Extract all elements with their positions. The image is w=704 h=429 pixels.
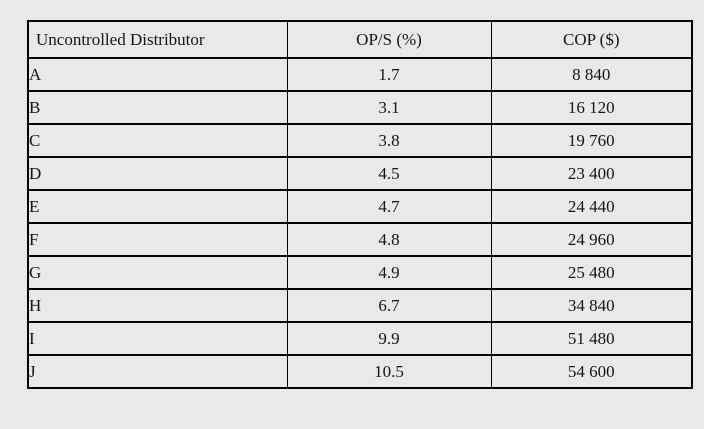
cell-cop: 51 480	[490, 321, 693, 356]
table-row: E 4.7 24 440	[27, 189, 693, 224]
cell-distributor: H	[27, 288, 288, 323]
cell-ops-percent: 4.9	[286, 255, 492, 290]
cell-ops-percent: 3.8	[286, 123, 492, 158]
cell-distributor: E	[27, 189, 288, 224]
cell-cop: 24 960	[490, 222, 693, 257]
cell-ops-percent: 4.5	[286, 156, 492, 191]
cell-distributor: B	[27, 90, 288, 125]
table-header-row: Uncontrolled Distributor OP/S (%) COP ($…	[27, 20, 693, 59]
cell-cop: 25 480	[490, 255, 693, 290]
cell-distributor: C	[27, 123, 288, 158]
cell-cop: 16 120	[490, 90, 693, 125]
cell-distributor: F	[27, 222, 288, 257]
column-header-cop-dollars: COP ($)	[490, 20, 693, 59]
table-row: B 3.1 16 120	[27, 90, 693, 125]
table-row: G 4.9 25 480	[27, 255, 693, 290]
table-row: H 6.7 34 840	[27, 288, 693, 323]
table-row: D 4.5 23 400	[27, 156, 693, 191]
column-header-ops-percent: OP/S (%)	[286, 20, 492, 59]
table-row: A 1.7 8 840	[27, 57, 693, 92]
cell-cop: 19 760	[490, 123, 693, 158]
cell-distributor: A	[27, 57, 288, 92]
cell-cop: 34 840	[490, 288, 693, 323]
cell-distributor: I	[27, 321, 288, 356]
cell-ops-percent: 1.7	[286, 57, 492, 92]
cell-cop: 23 400	[490, 156, 693, 191]
table-row: I 9.9 51 480	[27, 321, 693, 356]
cell-cop: 8 840	[490, 57, 693, 92]
cell-distributor: J	[27, 354, 288, 389]
column-header-distributor: Uncontrolled Distributor	[27, 20, 288, 59]
cell-cop: 24 440	[490, 189, 693, 224]
cell-ops-percent: 6.7	[286, 288, 492, 323]
cell-ops-percent: 9.9	[286, 321, 492, 356]
uncontrolled-distributors-table: Uncontrolled Distributor OP/S (%) COP ($…	[27, 20, 693, 389]
cell-ops-percent: 3.1	[286, 90, 492, 125]
cell-distributor: D	[27, 156, 288, 191]
cell-distributor: G	[27, 255, 288, 290]
cell-ops-percent: 10.5	[286, 354, 492, 389]
table-row: J 10.5 54 600	[27, 354, 693, 389]
cell-ops-percent: 4.8	[286, 222, 492, 257]
cell-cop: 54 600	[490, 354, 693, 389]
cell-ops-percent: 4.7	[286, 189, 492, 224]
table-row: C 3.8 19 760	[27, 123, 693, 158]
table-row: F 4.8 24 960	[27, 222, 693, 257]
